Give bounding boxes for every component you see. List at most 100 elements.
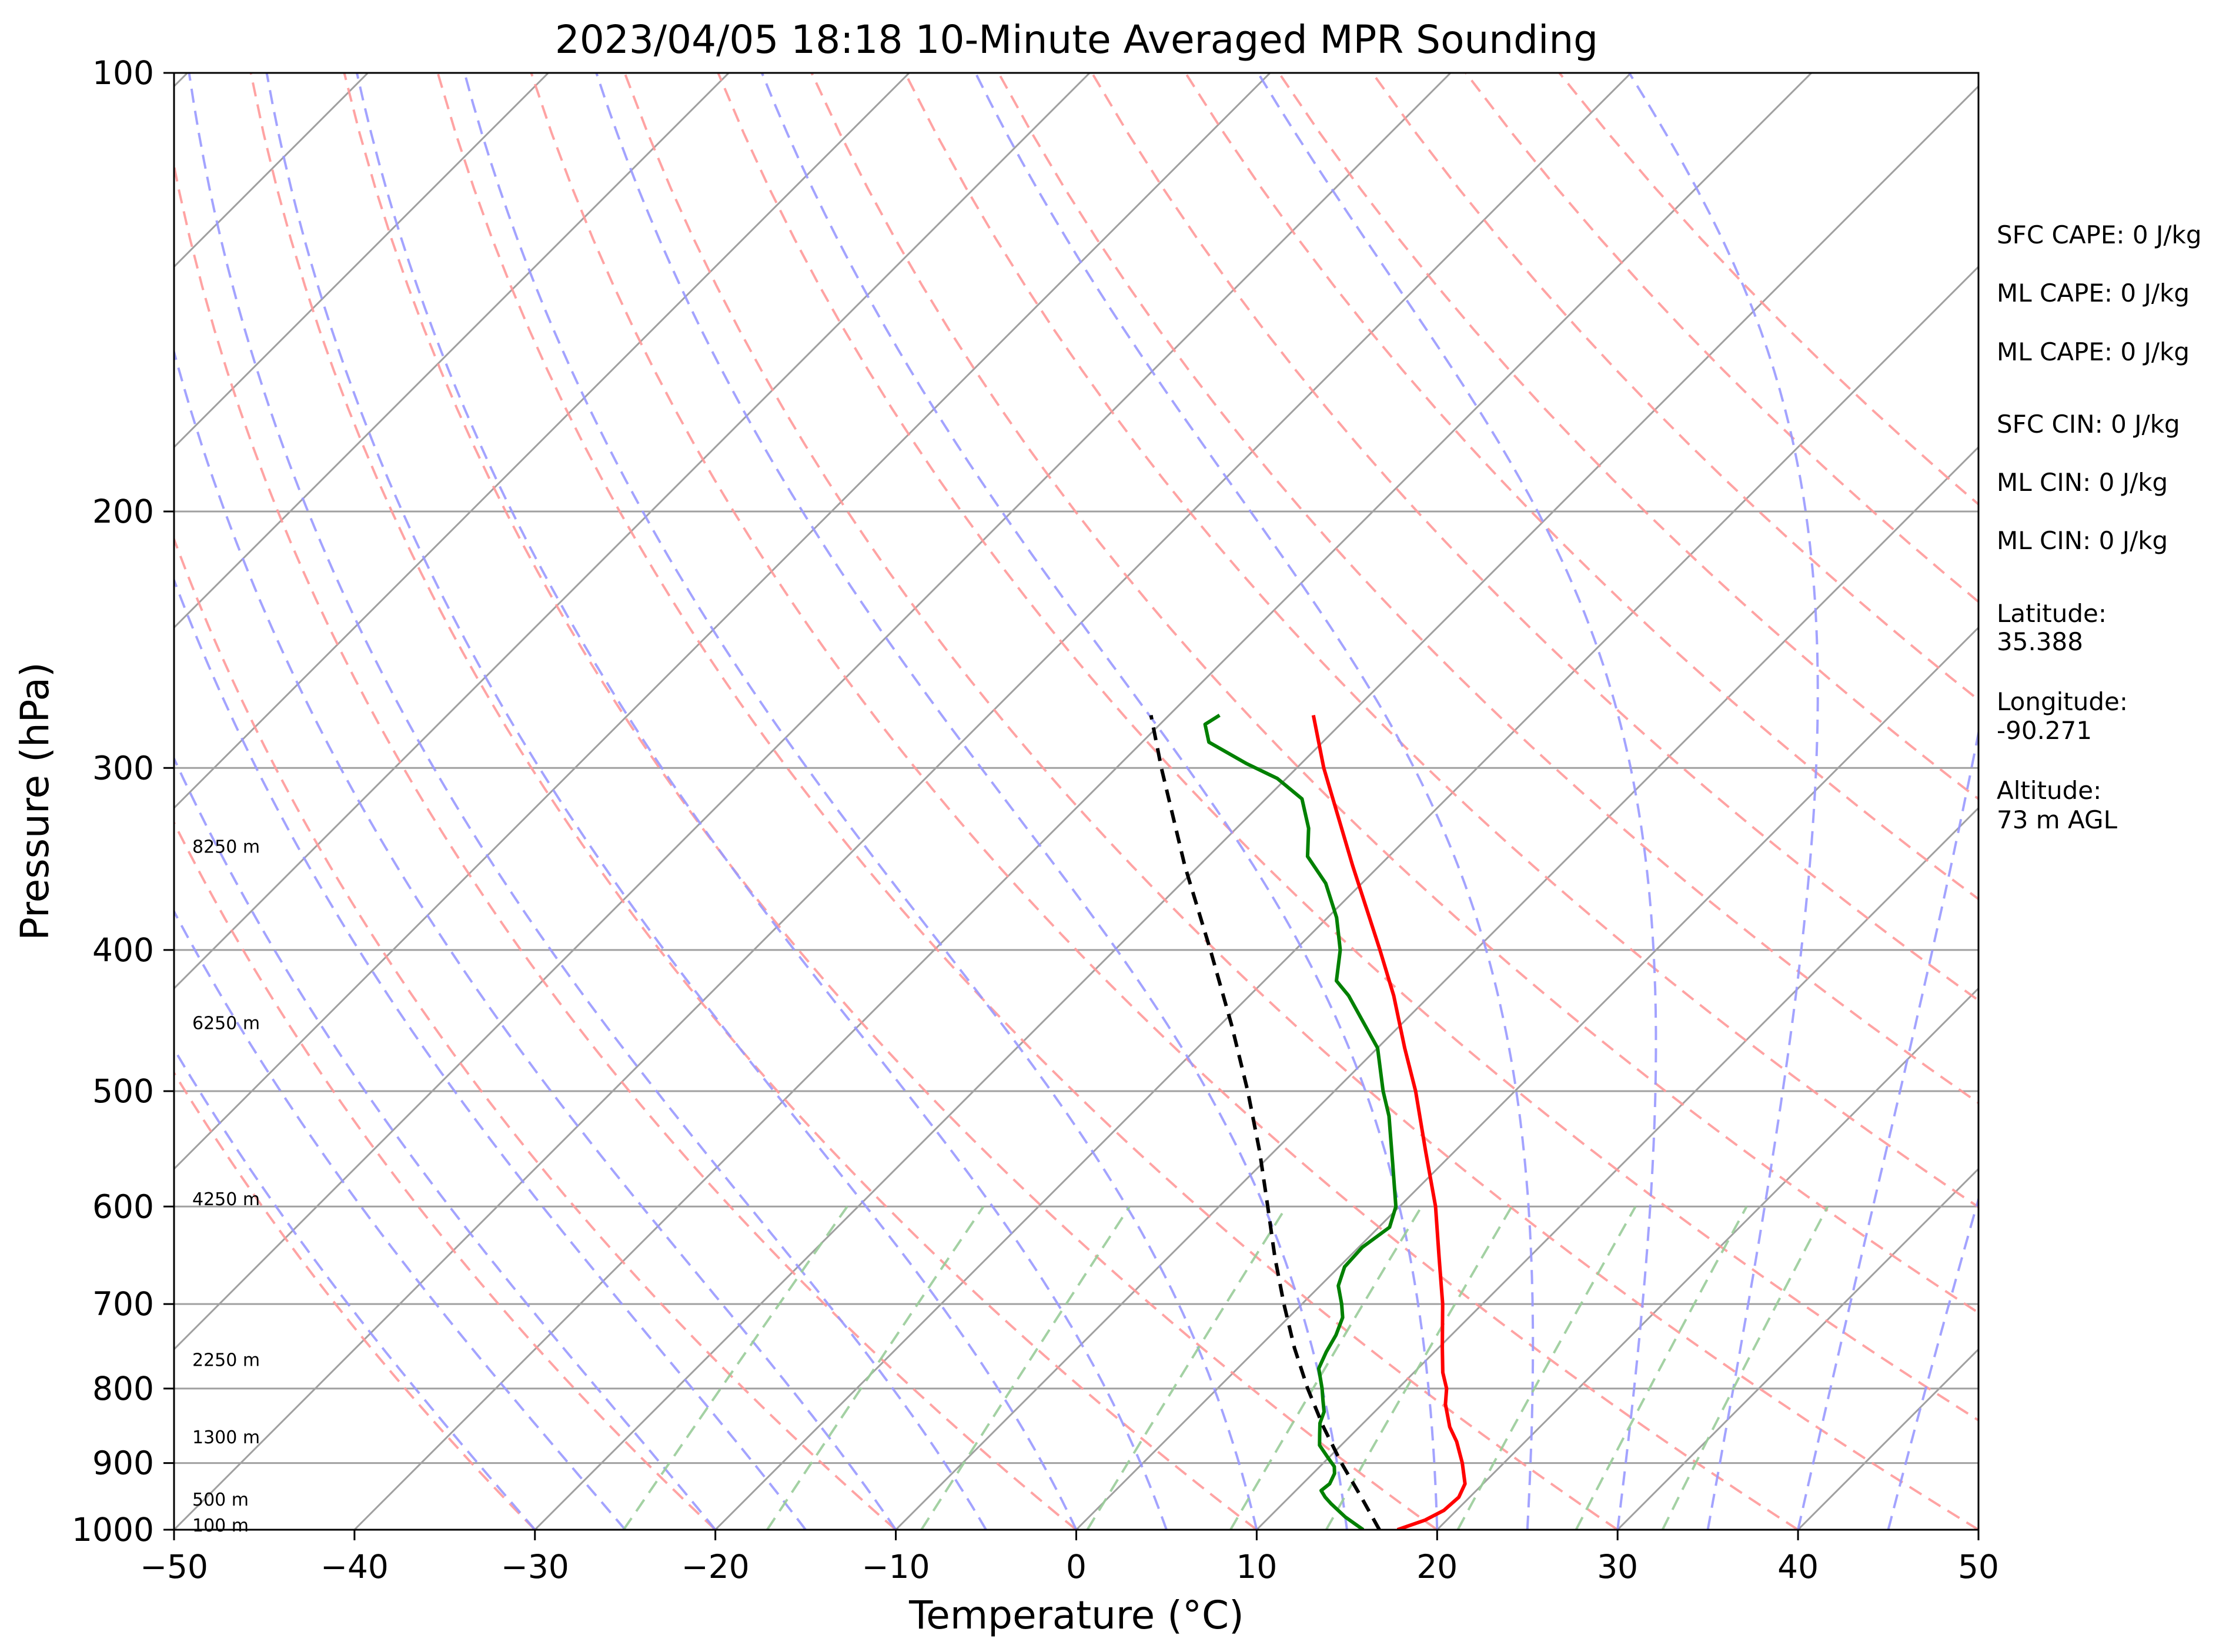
- x-tick-label: −20: [681, 1548, 750, 1586]
- isotherm-line: [895, 446, 1978, 1530]
- mixing-ratio-line: [1325, 1206, 1513, 1530]
- y-tick-label: 800: [92, 1370, 154, 1407]
- x-tick-label: 20: [1416, 1548, 1458, 1586]
- mixing-ratio-line: [920, 1206, 1131, 1530]
- isotherm-line: [174, 73, 1271, 1171]
- moist-adiabat-line: [1256, 73, 1657, 1530]
- chart-title: 2023/04/05 18:18 10-Minute Averaged MPR …: [555, 17, 1598, 62]
- moist-adiabat-line: [174, 1046, 536, 1530]
- stats-annotation: ML CIN: 0 J/kg: [1997, 468, 2168, 497]
- x-tick-label: 50: [1958, 1548, 1999, 1586]
- mixing-ratio-line: [622, 1206, 848, 1530]
- isotherm-line: [1075, 626, 1978, 1530]
- dry-adiabat-line: [997, 73, 1978, 1105]
- x-tick-label: 10: [1236, 1548, 1277, 1586]
- moist-adiabat-line: [1628, 73, 1819, 1530]
- height-label: 8250 m: [192, 837, 260, 857]
- dry-adiabat-line: [717, 73, 1978, 1422]
- stats-annotation: 73 m AGL: [1997, 805, 2118, 834]
- moist-adiabat-line: [174, 909, 626, 1530]
- x-axis-label: Temperature (°C): [908, 1593, 1244, 1638]
- mixing-ratio-line: [1229, 1206, 1423, 1530]
- plot-frame: [173, 72, 1980, 1531]
- moist-adiabat-line: [356, 73, 1168, 1530]
- mixing-ratio-line: [1456, 1206, 1637, 1530]
- x-tick-label: 40: [1777, 1548, 1819, 1586]
- isotherm-line: [174, 73, 910, 810]
- x-tick-label: 30: [1597, 1548, 1638, 1586]
- moist-adiabat-line: [188, 73, 987, 1530]
- stats-annotation: SFC CAPE: 0 J/kg: [1997, 220, 2202, 249]
- stats-annotation: Longitude:: [1997, 687, 2128, 716]
- isotherm-line: [1617, 1168, 1978, 1530]
- isotherm-line: [174, 73, 1091, 990]
- dry-adiabat-line: [1091, 73, 1978, 1002]
- height-label: 500 m: [192, 1490, 249, 1510]
- isotherm-line: [174, 73, 1632, 1530]
- y-tick-label: 300: [92, 749, 154, 787]
- y-tick-label: 1000: [72, 1511, 154, 1549]
- y-tick-label: 100: [92, 54, 154, 92]
- mixing-ratio-line: [1086, 1206, 1288, 1530]
- height-label: 2250 m: [192, 1350, 260, 1371]
- mixing-ratio-line: [1661, 1206, 1829, 1530]
- height-label: 1300 m: [192, 1427, 260, 1448]
- moist-adiabat-line: [1797, 727, 1978, 1530]
- dry-adiabat-line: [249, 73, 1258, 1530]
- height-label: 100 m: [192, 1516, 249, 1536]
- dry-adiabat-line: [530, 73, 1799, 1530]
- moist-adiabat-line: [174, 347, 897, 1530]
- moist-adiabat-line: [265, 73, 1078, 1530]
- y-tick-label: 200: [92, 493, 154, 530]
- mixing-ratio-line: [1575, 1206, 1748, 1530]
- dry-adiabat-line: [174, 1071, 536, 1530]
- isotherm-line: [174, 73, 730, 629]
- mixing-ratio-line: [766, 1206, 985, 1530]
- dry-adiabat-line: [623, 73, 1978, 1530]
- x-tick-label: −10: [862, 1548, 930, 1586]
- isotherm-line: [174, 73, 1452, 1351]
- x-tick-label: −30: [501, 1548, 569, 1586]
- moist-adiabat-line: [761, 73, 1439, 1530]
- stats-annotation: ML CAPE: 0 J/kg: [1997, 337, 2190, 366]
- stats-annotation: Latitude:: [1997, 599, 2107, 628]
- isotherm-line: [353, 73, 1812, 1530]
- stats-annotation: ML CAPE: 0 J/kg: [1997, 279, 2190, 307]
- height-label: 4250 m: [192, 1189, 260, 1210]
- parcel-profile-line: [1149, 715, 1381, 1530]
- y-tick-label: 700: [92, 1285, 154, 1323]
- temperature-profile-line: [1311, 715, 1467, 1530]
- stats-annotation: ML CIN: 0 J/kg: [1997, 526, 2168, 555]
- moist-adiabat-line: [463, 73, 1258, 1530]
- dry-adiabat-line: [174, 820, 717, 1530]
- y-axis-label: Pressure (hPa): [12, 662, 58, 940]
- dry-adiabat-line: [174, 159, 1077, 1530]
- stats-annotation: SFC CIN: 0 J/kg: [1997, 410, 2180, 439]
- y-tick-label: 500: [92, 1072, 154, 1110]
- x-tick-label: 0: [1066, 1548, 1087, 1586]
- dry-adiabat-line: [904, 73, 1978, 1209]
- moist-adiabat-line: [174, 577, 807, 1530]
- dewpoint-profile-line: [1203, 714, 1398, 1530]
- stats-annotation: Altitude:: [1997, 776, 2101, 805]
- isotherm-line: [534, 85, 1978, 1530]
- height-label: 6250 m: [192, 1013, 260, 1034]
- dry-adiabat-line: [174, 536, 897, 1530]
- isotherm-line: [174, 73, 549, 449]
- x-tick-label: −40: [320, 1548, 389, 1586]
- isotherm-line: [1256, 807, 1978, 1530]
- dry-adiabat-line: [810, 73, 1978, 1315]
- isotherm-line: [714, 265, 1978, 1530]
- dry-adiabat-line: [1371, 73, 1978, 701]
- y-tick-label: 600: [92, 1188, 154, 1225]
- x-tick-label: −50: [140, 1548, 208, 1586]
- dry-adiabat-line: [436, 73, 1619, 1530]
- moist-adiabat-line: [974, 73, 1535, 1530]
- stats-annotation: -90.271: [1997, 716, 2092, 745]
- isotherm-line: [0, 73, 7, 1530]
- y-tick-label: 900: [92, 1444, 154, 1482]
- stats-annotation: 35.388: [1997, 627, 2083, 656]
- isotherm-line: [1436, 987, 1978, 1530]
- y-tick-label: 400: [92, 931, 154, 969]
